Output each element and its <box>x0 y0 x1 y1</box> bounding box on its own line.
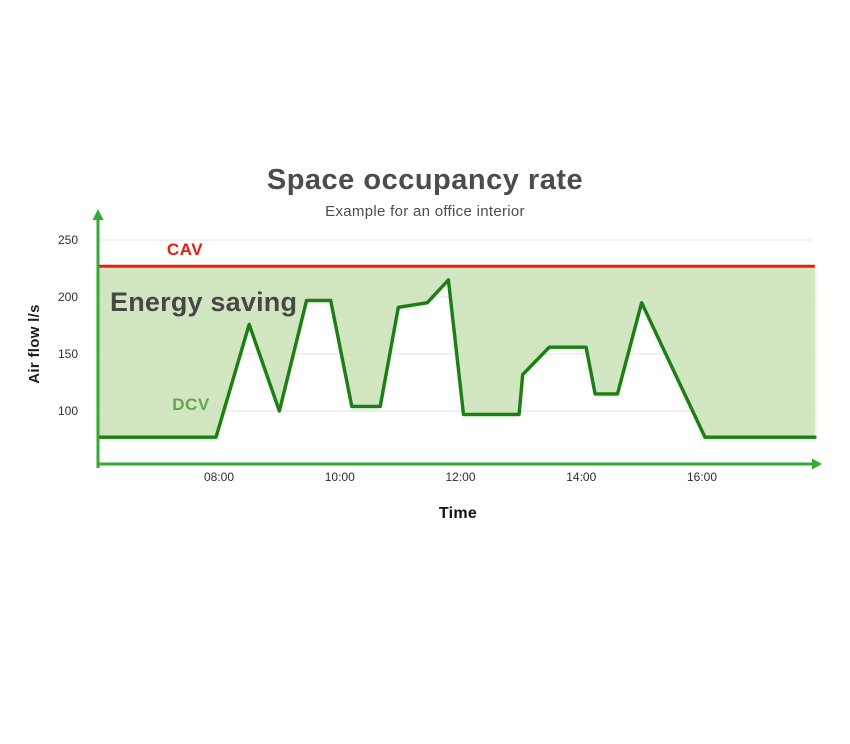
y-tick-label: 100 <box>57 404 78 418</box>
x-axis-arrow-icon <box>812 458 822 470</box>
energy-saving-annotation: Energy saving <box>110 287 298 317</box>
y-tick-label: 150 <box>57 347 78 361</box>
x-tick-label: 16:00 <box>686 470 718 484</box>
x-axis-title: Time <box>438 505 478 522</box>
x-tick-label: 10:00 <box>324 470 355 484</box>
y-tick-label: 250 <box>57 233 78 247</box>
chart-title: Space occupancy rate <box>266 164 584 196</box>
y-tick-label: 200 <box>57 290 78 304</box>
y-axis-title: Air flow l/s <box>26 304 43 384</box>
x-tick-label: 14:00 <box>566 470 597 484</box>
x-tick-label: 12:00 <box>445 470 476 484</box>
dcv-series-label: DCV <box>172 395 210 414</box>
dcv-line <box>96 278 817 439</box>
chart-subtitle: Example for an office interior <box>325 203 525 220</box>
x-tick-label: 08:00 <box>203 470 235 484</box>
y-axis-arrow-icon <box>92 209 104 220</box>
cav-series-label: CAV <box>166 240 204 259</box>
